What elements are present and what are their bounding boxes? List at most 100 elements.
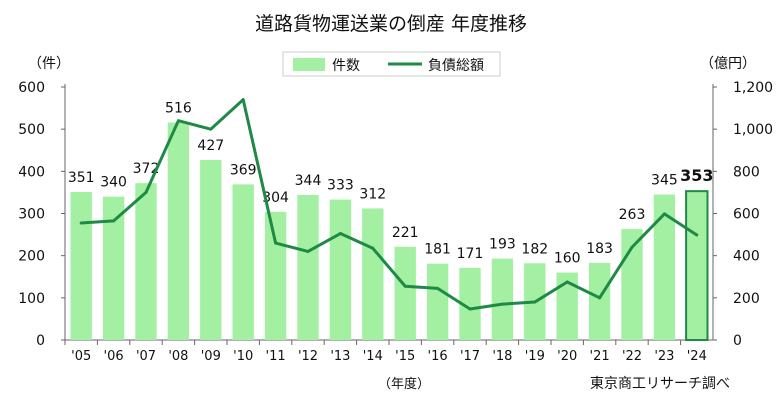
bar-value-label: 353 (680, 166, 713, 185)
bar (167, 122, 190, 340)
line-series (81, 98, 698, 311)
x-tick-label: '16 (428, 349, 448, 364)
line-point (306, 249, 310, 253)
bar-value-label: 340 (100, 175, 127, 191)
right-tick-label: 1,000 (733, 122, 773, 138)
left-tick-label: 0 (36, 333, 45, 349)
x-tick-label: '05 (71, 349, 91, 364)
right-tick-label: 600 (733, 207, 760, 223)
bar (264, 211, 287, 340)
line-point (338, 232, 342, 236)
bar (653, 194, 676, 340)
left-tick-label: 600 (18, 80, 45, 96)
x-tick-label: '23 (654, 349, 674, 364)
line-point (598, 296, 602, 300)
left-tick-label: 200 (18, 249, 45, 265)
bar (459, 267, 481, 340)
bar-value-label: 345 (651, 173, 678, 189)
x-tick-label: '07 (136, 349, 156, 364)
x-tick-label: '22 (622, 349, 642, 364)
bar (588, 262, 611, 340)
x-tick-label: '21 (590, 349, 610, 364)
right-tick-label: 400 (733, 249, 760, 265)
source-note: 東京商工リサーチ調べ (590, 376, 730, 392)
line-point (144, 190, 148, 194)
bar-value-label: 351 (68, 170, 95, 186)
right-tick-label: 1,200 (733, 80, 773, 96)
bar (362, 208, 384, 340)
line-point (500, 302, 504, 306)
bar (491, 258, 514, 340)
x-tick-label: '18 (492, 349, 512, 364)
line-point (112, 219, 116, 223)
bar (135, 183, 157, 340)
x-tick-label: '14 (363, 349, 383, 364)
x-axis-label: （年度） (378, 376, 430, 392)
x-tick-label: '11 (266, 349, 286, 364)
line-point (468, 307, 472, 311)
bar-value-label: 160 (554, 251, 581, 267)
line-point (209, 127, 213, 131)
bar (394, 246, 416, 340)
left-tick-label: 300 (18, 207, 45, 223)
bar-value-label: 193 (489, 237, 516, 253)
right-tick-label: 0 (733, 333, 742, 349)
bar (70, 191, 92, 340)
bar-value-label: 516 (165, 100, 192, 116)
line-point (662, 212, 666, 216)
right-axis-label: （億円） (700, 56, 756, 72)
legend-label-bars: 件数 (332, 58, 360, 74)
bar-value-label: 182 (521, 241, 548, 257)
x-tick-label: '08 (168, 349, 188, 364)
x-tick-label: '24 (687, 349, 707, 364)
x-tick-label: '20 (557, 349, 577, 364)
bar (102, 196, 125, 340)
bar-value-label: 333 (327, 178, 354, 194)
x-tick-label: '17 (460, 349, 480, 364)
line-point (371, 246, 375, 250)
bar (232, 184, 254, 340)
line-point (176, 119, 180, 123)
line-point (79, 221, 83, 225)
line-point (274, 241, 278, 245)
bar (329, 199, 352, 340)
chart-title: 道路貨物運送業の倒産 年度推移 (255, 13, 527, 35)
bar-value-label: 263 (619, 207, 646, 223)
bar-value-label: 369 (230, 162, 257, 178)
line-point (565, 280, 569, 284)
x-tick-label: '06 (104, 349, 124, 364)
bar-value-label: 181 (424, 242, 451, 258)
line-point (241, 98, 245, 102)
x-tick-label: '13 (330, 349, 350, 364)
bar (426, 263, 449, 340)
bar-value-label: 171 (457, 246, 484, 262)
line-point (403, 284, 407, 288)
left-tick-label: 100 (18, 291, 45, 307)
left-tick-label: 500 (18, 122, 45, 138)
x-tick-label: '12 (298, 349, 318, 364)
bar (297, 194, 319, 340)
x-tick-label: '15 (395, 349, 415, 364)
legend-label-line: 負債総額 (428, 58, 484, 74)
bar-value-label: 183 (586, 241, 613, 257)
x-tick-label: '10 (233, 349, 253, 364)
right-tick-label: 200 (733, 291, 760, 307)
legend-swatch-bars (293, 58, 325, 71)
bar (200, 159, 222, 340)
bar-value-label: 304 (262, 190, 289, 206)
left-axis-label: （件） (28, 56, 70, 72)
right-tick-label: 800 (733, 164, 760, 180)
line-point (695, 233, 699, 237)
x-tick-label: '09 (201, 349, 221, 364)
bar-value-label: 312 (359, 186, 386, 202)
bar (556, 272, 578, 340)
x-tick-label: '19 (525, 349, 545, 364)
left-tick-label: 400 (18, 164, 45, 180)
bar-value-label: 372 (133, 161, 160, 177)
line-point (630, 245, 634, 249)
line-point (533, 300, 537, 304)
bar-value-label: 221 (392, 225, 419, 241)
bar-value-label: 427 (197, 138, 224, 154)
